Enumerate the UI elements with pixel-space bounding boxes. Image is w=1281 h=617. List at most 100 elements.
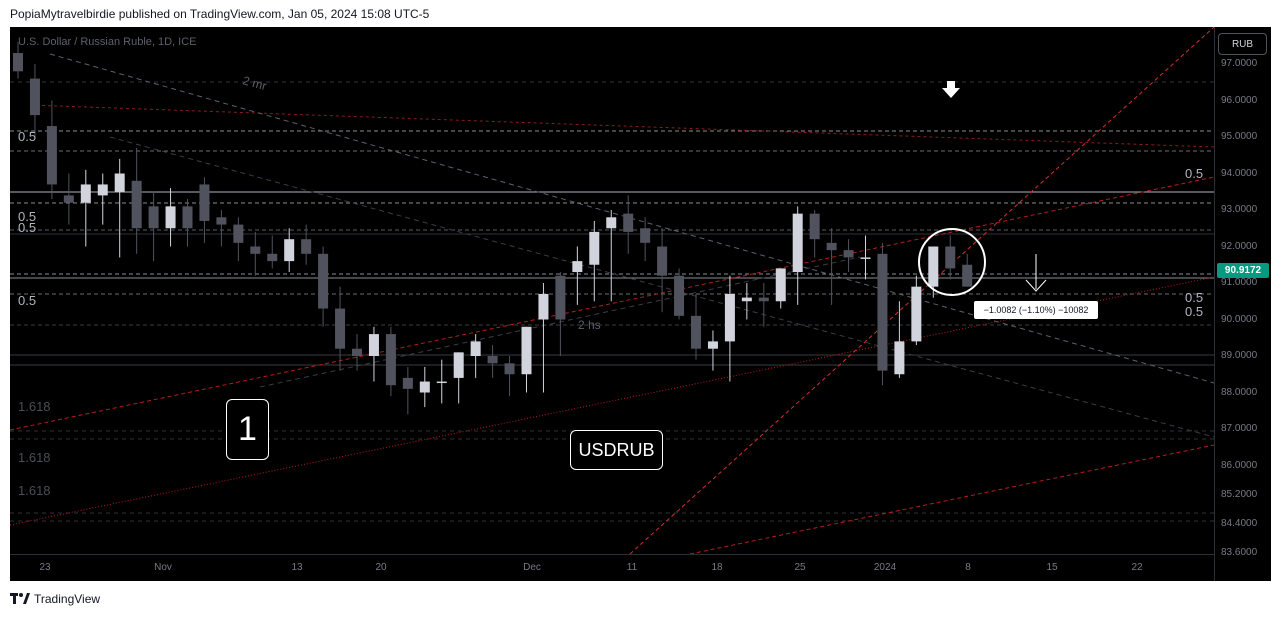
price-tick-label: 93.0000 [1221,204,1258,215]
candle-body [860,257,871,259]
candle-body [691,315,701,349]
candle-body [352,348,362,356]
candle-body [572,261,583,273]
candle-body [928,246,939,287]
price-tick-label: 95.0000 [1221,131,1258,142]
candle [470,334,481,378]
fib-level-label: 0.5 [18,220,37,236]
candle-body [419,381,430,393]
candle-body [29,78,40,116]
fib-level-label: 1.618 [18,450,51,466]
candle-body [284,239,295,262]
price-tick-label: 87.0000 [1221,423,1258,434]
candle-body [758,297,769,302]
candle-body [487,356,498,364]
publisher-header: PopiaMytravelbirdie published on Trading… [10,7,430,21]
fib-level-label: 0.5 [1185,165,1204,181]
red-trendline [29,104,1214,148]
price-tick-label: 92.0000 [1221,240,1258,252]
symbol-text-label: USDRUB [570,430,663,470]
price-tick-label: 85.2000 [1221,488,1258,500]
candle-body [792,213,803,273]
candle [555,272,566,356]
candle [419,366,430,408]
candle [911,275,922,346]
candle [182,199,193,247]
candle-body [657,246,668,276]
drawings-layer [10,27,1214,554]
candle-body [216,217,227,225]
candle [877,242,888,386]
candle-body [538,293,549,320]
candle-body [707,341,718,349]
candle-body [80,184,91,203]
candle [674,268,685,320]
candle-body [606,217,617,229]
candle-body [911,286,922,342]
candle [335,286,346,371]
candle-body [46,126,57,185]
candle-body [13,53,23,72]
candle-body [826,242,837,251]
candle [640,217,651,262]
candle-body [114,173,125,192]
candle-body [402,377,413,389]
currency-button[interactable]: RUB [1218,33,1267,55]
candle [402,366,413,415]
candle [487,345,498,378]
fib-level-label: 1.618 [18,483,51,499]
candle [385,326,396,397]
candle [352,334,362,371]
measure-label: −1.0082 (−1.10%) −10082 [974,301,1098,319]
price-tick-label: 94.0000 [1221,167,1258,179]
symbol-title[interactable]: U.S. Dollar / Russian Ruble, 1D, ICE [18,36,197,48]
candle [453,352,464,404]
grey-trendline [109,136,1214,438]
candle [691,293,701,360]
candle-body [724,293,735,342]
time-axis[interactable]: 23 Nov 13 20 Dec 11 18 25 2024 8 15 22 [10,554,1214,581]
candle-body [97,184,108,196]
candle [741,283,752,320]
candle-body [741,297,752,302]
candle-body [318,253,329,309]
time-tick-label: Nov [154,562,172,573]
candle-body [775,268,786,302]
candle-body [640,228,651,243]
candle [843,239,854,273]
candle [318,246,329,327]
candle-body [301,239,312,254]
candle [809,210,820,258]
candle [538,283,549,393]
down-arrow-icon [942,81,960,98]
measure-arrow-head-icon [1025,279,1047,292]
candle-body [809,213,820,240]
candle [199,177,210,243]
candle [267,235,278,269]
price-axis[interactable]: 97.0000 96.0000 95.0000 94.0000 93.0000 92.00… [1214,27,1271,581]
candle [962,253,973,287]
candle [29,64,40,137]
candle-body [470,341,481,356]
candle-body [589,231,600,265]
candle-body [182,206,193,229]
wave-count-label: 1 [226,399,269,460]
candle [589,220,600,302]
time-tick-label: 18 [711,562,723,573]
candle [758,283,769,327]
candle [97,173,108,225]
chart-frame[interactable]: 2 mr 2 hs U.S. Dollar / Russian Ruble, 1… [10,27,1271,581]
candle [131,147,142,254]
candle [233,217,244,262]
fib-level-label: 1.618 [18,399,51,415]
chart-canvas[interactable]: 2 mr 2 hs [10,27,1214,554]
footer-brand[interactable]: TradingView [10,592,100,607]
candle-body [385,334,396,386]
candle-body [453,352,464,378]
candle [860,235,871,280]
candle-body [165,206,176,229]
candle-body [233,224,244,243]
candle-body [148,206,159,229]
candle [606,210,617,302]
candle-body [894,341,905,375]
